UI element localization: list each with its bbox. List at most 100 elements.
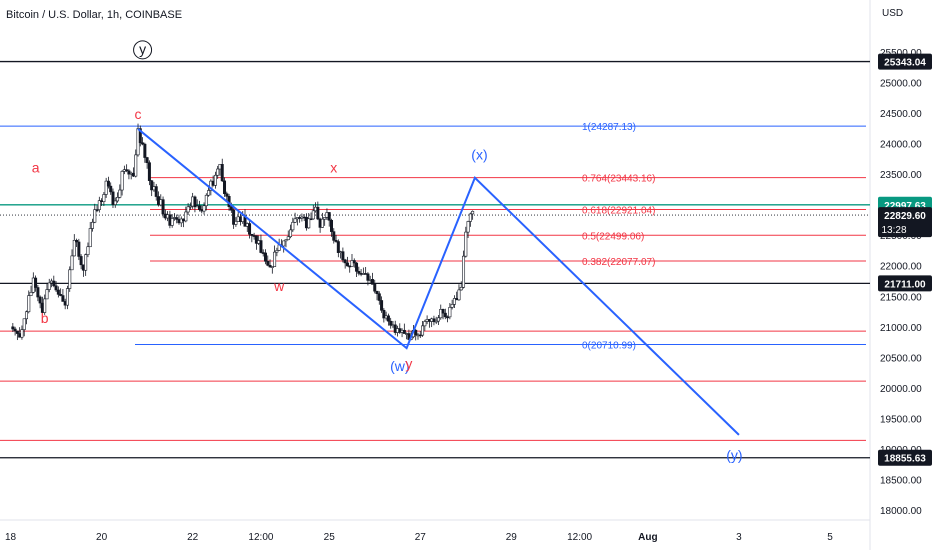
candle-body bbox=[441, 309, 445, 314]
candle-body bbox=[154, 186, 158, 197]
candle-body bbox=[466, 221, 470, 233]
wave-label-y: y bbox=[405, 355, 412, 371]
candle-body bbox=[52, 280, 56, 287]
candle-body bbox=[95, 209, 99, 211]
candle-body bbox=[370, 279, 374, 285]
candle-body bbox=[421, 325, 425, 336]
candle-body bbox=[462, 255, 466, 288]
candle-body bbox=[84, 254, 88, 271]
candle-body bbox=[209, 180, 213, 191]
candle-body bbox=[436, 317, 440, 322]
price-tick-label: 21500.00 bbox=[880, 292, 922, 303]
candle-body bbox=[184, 211, 188, 222]
symbol-title: Bitcoin / U.S. Dollar, 1h, COINBASE bbox=[6, 9, 183, 21]
fib-label-fib-1: 1(24287.13) bbox=[582, 122, 636, 133]
price-tick-label: 19500.00 bbox=[880, 414, 922, 425]
level-label-green-level: 22997.63 bbox=[884, 201, 926, 212]
candle-body bbox=[75, 239, 79, 243]
fib-label-fib-05: 0.5(22499.06) bbox=[582, 231, 644, 242]
candle-body bbox=[291, 221, 295, 231]
candle-body bbox=[259, 240, 263, 253]
candle-body bbox=[270, 266, 274, 268]
candle-body bbox=[220, 164, 224, 182]
price-tick-label: 20500.00 bbox=[880, 353, 922, 364]
candle-body bbox=[15, 330, 19, 334]
candle-body bbox=[47, 282, 51, 290]
candle-body bbox=[355, 262, 359, 272]
candle-body bbox=[320, 218, 324, 228]
candle-body bbox=[86, 246, 90, 255]
candle-body bbox=[147, 162, 151, 181]
candle-body bbox=[254, 235, 258, 244]
wave-label-y: (y) bbox=[726, 447, 742, 463]
price-tick-label: 18500.00 bbox=[880, 475, 922, 486]
candle-body bbox=[414, 329, 418, 336]
candle-body bbox=[423, 321, 427, 327]
time-tick-label: 22 bbox=[187, 532, 199, 543]
currency-label: USD bbox=[882, 8, 904, 19]
candle-body bbox=[446, 316, 450, 319]
candle-body bbox=[202, 205, 206, 212]
wave-label-a: a bbox=[32, 159, 40, 175]
candle-body bbox=[432, 318, 436, 322]
price-tick-label: 21000.00 bbox=[880, 323, 922, 334]
candle-body bbox=[389, 320, 393, 326]
fib-label-fib-0382: 0.382(22077.07) bbox=[582, 257, 655, 268]
candle-body bbox=[175, 217, 179, 220]
candle-body bbox=[382, 309, 386, 319]
candle-body bbox=[43, 298, 47, 313]
candle-body bbox=[134, 154, 138, 177]
candle-body bbox=[352, 260, 356, 264]
level-label-support-2: 18855.63 bbox=[884, 454, 926, 465]
candle-body bbox=[345, 262, 349, 267]
candle-body bbox=[56, 289, 60, 295]
candle-body bbox=[307, 218, 311, 229]
candle-body bbox=[29, 291, 33, 296]
candle-body bbox=[373, 284, 377, 292]
candle-body bbox=[102, 194, 106, 202]
level-badge-resistance bbox=[878, 53, 932, 70]
candle-body bbox=[125, 169, 129, 172]
price-tick-label: 18000.00 bbox=[880, 506, 922, 517]
candle-body bbox=[186, 206, 190, 213]
candle-body bbox=[68, 269, 72, 289]
fib-label-fib-0: 0(20710.99) bbox=[582, 340, 636, 351]
time-tick-label: 27 bbox=[415, 532, 427, 543]
candle-body bbox=[72, 239, 76, 257]
candle-body bbox=[434, 320, 438, 323]
candles bbox=[11, 123, 475, 343]
candle-body bbox=[109, 185, 113, 193]
candle-body bbox=[213, 174, 217, 186]
candle-body bbox=[116, 197, 120, 202]
candle-body bbox=[448, 307, 452, 318]
candle-body bbox=[286, 236, 290, 241]
candle-body bbox=[225, 193, 229, 197]
fib-label-fib-0618: 0.618(22921.04) bbox=[582, 205, 655, 216]
candle-body bbox=[402, 329, 406, 334]
wave-label-w: w bbox=[273, 278, 285, 294]
candle-body bbox=[22, 318, 26, 330]
candle-body bbox=[468, 213, 472, 222]
candle-body bbox=[380, 300, 384, 311]
candle-body bbox=[330, 219, 334, 232]
time-tick-label: Aug bbox=[638, 532, 657, 543]
last-price-badge bbox=[878, 207, 932, 238]
candle-body bbox=[65, 288, 69, 306]
candle-body bbox=[234, 221, 238, 225]
candle-body bbox=[327, 212, 331, 221]
candle-body bbox=[54, 285, 58, 291]
candle-body bbox=[11, 326, 15, 330]
price-tick-label: 25500.00 bbox=[880, 48, 922, 59]
time-tick-label: 29 bbox=[506, 532, 518, 543]
wave-label-circle bbox=[133, 40, 153, 60]
candle-body bbox=[289, 229, 293, 238]
candle-body bbox=[36, 287, 40, 298]
price-tick-label: 20000.00 bbox=[880, 384, 922, 395]
candle-body bbox=[450, 304, 454, 308]
candle-body bbox=[350, 260, 354, 267]
candle-body bbox=[90, 221, 94, 229]
candle-body bbox=[316, 206, 320, 220]
candle-body bbox=[366, 273, 370, 281]
